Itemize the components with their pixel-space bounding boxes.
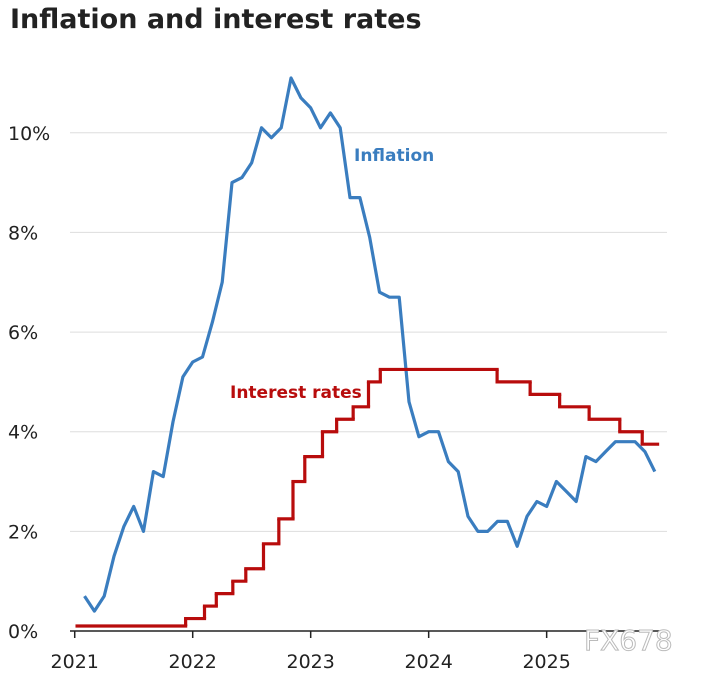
x-tick-label: 2025 [522, 651, 570, 673]
watermark: FX678 [584, 624, 673, 657]
y-tick-label: 4% [8, 422, 38, 444]
y-tick-label: 8% [8, 222, 38, 244]
x-tick-label: 2024 [404, 651, 452, 673]
y-tick-label: 0% [8, 621, 38, 643]
inflation-line [83, 76, 657, 613]
step-line [75, 367, 660, 628]
y-tick-label: 2% [8, 521, 38, 543]
x-tick-label: 2021 [51, 651, 99, 673]
chart-title: Inflation and interest rates [10, 4, 422, 35]
y-tick-label: 6% [8, 322, 38, 344]
x-tick-label: 2023 [287, 651, 335, 673]
series-label: Interest rates [230, 383, 362, 403]
y-tick-label: 10% [8, 123, 50, 145]
x-tick-label: 2022 [169, 651, 217, 673]
series-label: Inflation [354, 146, 434, 166]
